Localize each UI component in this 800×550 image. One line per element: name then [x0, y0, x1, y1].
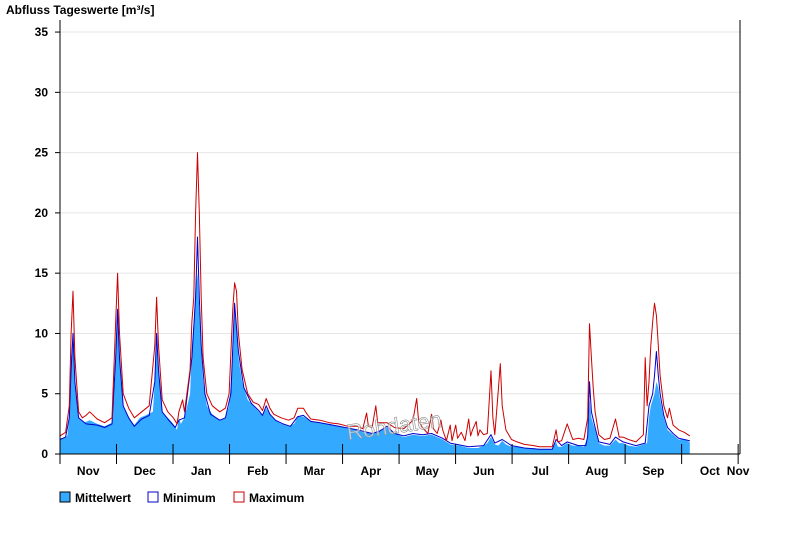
- x-tick-label: Jan: [191, 464, 212, 478]
- y-tick-label: 30: [35, 85, 49, 99]
- legend-label: Minimum: [163, 491, 216, 505]
- legend-label: Mittelwert: [75, 491, 131, 505]
- legend-swatch: [59, 491, 71, 503]
- x-tick-label: Aug: [585, 464, 608, 478]
- legend-item-minimum: Minimum: [147, 491, 216, 505]
- y-tick-label: 35: [35, 25, 49, 39]
- y-tick-label: 0: [41, 447, 48, 461]
- x-tick-label: Apr: [360, 464, 381, 478]
- x-tick-label: Jun: [473, 464, 494, 478]
- legend-item-mittelwert: Mittelwert: [59, 491, 131, 505]
- y-tick-label: 15: [35, 266, 49, 280]
- axes: [59, 20, 741, 455]
- legend-label: Maximum: [249, 491, 304, 505]
- x-tick-label: Nov: [727, 464, 750, 478]
- chart-title: Abfluss Tageswerte [m³/s]: [6, 3, 154, 17]
- x-tick-label: May: [416, 464, 440, 478]
- series-area-mittelwert: [60, 273, 690, 454]
- x-tick-label: Sep: [642, 464, 664, 478]
- series-line-maximum: [59, 152, 691, 448]
- legend: Mittelwert Minimum Maximum: [59, 491, 304, 505]
- series-lines-layer: [59, 152, 691, 450]
- grid-lines: [60, 31, 740, 395]
- y-axis-ticks: 0 5 10 15 20 25 30 35: [35, 25, 60, 461]
- x-axis-ticks: Nov Dec Jan Feb Mar Apr May Jun Jul Aug Sep Oct Nov: [59, 444, 750, 478]
- x-tick-label: Feb: [247, 464, 268, 478]
- y-tick-label: 25: [35, 146, 49, 160]
- x-tick-label: Mar: [304, 464, 326, 478]
- x-tick-label: Dec: [134, 464, 156, 478]
- x-tick-label: Oct: [700, 464, 720, 478]
- legend-swatch: [147, 491, 159, 503]
- x-tick-label: Jul: [532, 464, 549, 478]
- y-tick-label: 20: [35, 206, 49, 220]
- x-tick-label: Nov: [77, 464, 100, 478]
- legend-item-maximum: Maximum: [233, 491, 304, 505]
- y-tick-label: 5: [41, 387, 48, 401]
- legend-swatch: [233, 491, 245, 503]
- series-line-minimum: [59, 236, 690, 450]
- y-tick-label: 10: [35, 326, 49, 340]
- series-area-layer: [60, 273, 690, 454]
